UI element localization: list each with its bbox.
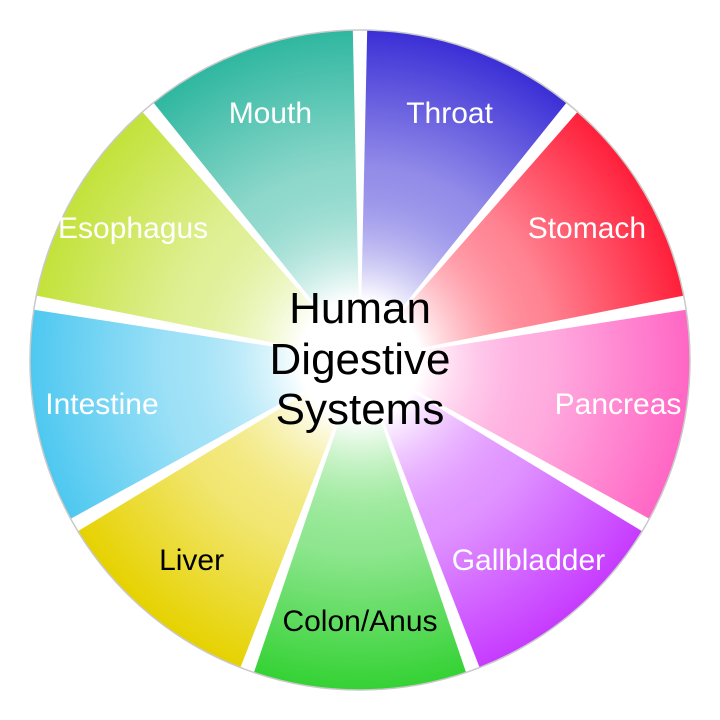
digestive-wheel-diagram: Human Digestive Systems ThroatStomachPan… <box>0 0 720 720</box>
wheel-svg <box>0 0 720 720</box>
